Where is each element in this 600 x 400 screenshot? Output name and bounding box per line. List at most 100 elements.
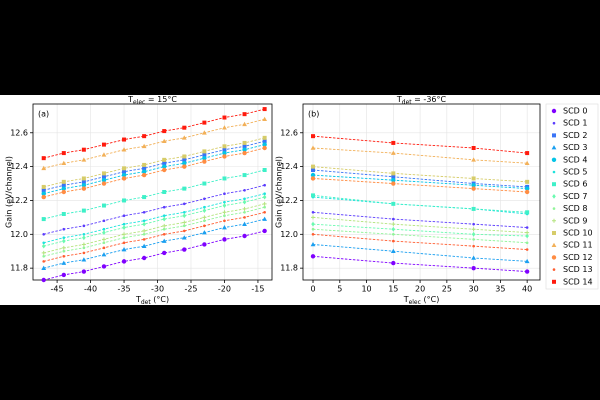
marker [162, 190, 167, 194]
marker [162, 233, 166, 236]
marker [223, 219, 226, 223]
x-axis-label-part: (°C) [151, 295, 169, 304]
x-axis-label-part: elec [409, 299, 421, 306]
marker [202, 208, 207, 214]
marker [222, 203, 227, 208]
figure-area [0, 95, 600, 305]
chart-title: Telec = 15°C [127, 95, 177, 107]
legend-label: SCD 8 [563, 204, 587, 213]
marker [391, 181, 396, 186]
series-line [43, 203, 265, 254]
series-line [312, 166, 528, 183]
series-line [312, 147, 528, 164]
x-axis-label: Tdet (°C) [135, 295, 169, 307]
marker [142, 211, 146, 214]
x-axis-label-part: (°C) [421, 295, 439, 304]
marker [61, 186, 66, 191]
marker [262, 142, 267, 147]
legend-marker [552, 268, 556, 271]
legend-marker [551, 145, 557, 150]
marker [203, 197, 206, 201]
marker [262, 145, 267, 151]
marker [242, 206, 247, 211]
marker [242, 112, 247, 117]
marker [122, 214, 126, 217]
plot-frame [302, 103, 541, 281]
marker [142, 162, 147, 167]
marker [524, 269, 530, 274]
marker [392, 239, 395, 243]
marker [392, 217, 395, 221]
marker [42, 241, 46, 245]
marker [41, 194, 46, 200]
marker [471, 231, 476, 237]
marker [311, 168, 316, 172]
marker [141, 172, 147, 178]
marker [262, 228, 267, 234]
x-axis-label: Telec (°C) [403, 295, 440, 307]
marker [525, 233, 529, 239]
plot-frame [32, 103, 273, 281]
marker [182, 164, 187, 169]
series-line [43, 218, 265, 269]
marker [262, 216, 268, 221]
series-line [43, 118, 265, 169]
marker [41, 184, 46, 189]
marker [525, 151, 530, 156]
x-tick-label: -15 [251, 285, 264, 294]
marker [62, 227, 66, 231]
series-line [312, 244, 528, 262]
marker [242, 221, 247, 226]
marker [524, 189, 530, 195]
marker [162, 167, 167, 173]
marker [61, 212, 66, 216]
x-axis-label-part: T [403, 295, 409, 304]
legend-marker [551, 242, 557, 247]
legend-label: SCD 10 [563, 229, 593, 238]
marker [242, 173, 247, 178]
marker [222, 144, 227, 149]
marker [61, 245, 66, 250]
marker [201, 230, 207, 235]
legend-marker [552, 121, 556, 125]
marker [101, 237, 106, 242]
marker [242, 144, 247, 149]
marker [243, 216, 246, 219]
marker [62, 236, 66, 239]
marker [471, 146, 476, 150]
marker [472, 238, 475, 241]
marker [222, 150, 227, 156]
marker [242, 140, 247, 145]
legend-label: SCD 7 [563, 192, 587, 201]
series-line [312, 255, 528, 272]
x-tick-label: 20 [415, 285, 425, 294]
x-axis-label-part: det [141, 299, 152, 306]
marker [162, 164, 167, 169]
chart-title: Tdet = -36°C [396, 95, 447, 107]
marker [101, 264, 107, 269]
marker [525, 230, 530, 235]
marker [101, 203, 106, 208]
marker [311, 134, 316, 139]
series-line [43, 184, 265, 235]
marker [201, 130, 207, 135]
series-line [312, 174, 528, 190]
marker [471, 176, 476, 181]
y-axis-label: Gain (eV/channel) [275, 156, 284, 228]
x-tick-label: 35 [495, 285, 505, 294]
marker [311, 164, 316, 169]
x-tick-label: 5 [337, 285, 342, 294]
chart-title-part: = -36°C [412, 95, 447, 104]
y-tick-label: 12.2 [280, 196, 298, 205]
marker [263, 192, 266, 195]
marker [102, 219, 106, 223]
marker [311, 233, 315, 236]
marker [310, 254, 316, 259]
marker [142, 221, 146, 227]
marker [121, 172, 127, 178]
marker [122, 166, 127, 171]
series-line [43, 147, 265, 198]
marker [182, 224, 186, 228]
legend-marker [551, 157, 557, 162]
marker [471, 183, 476, 188]
